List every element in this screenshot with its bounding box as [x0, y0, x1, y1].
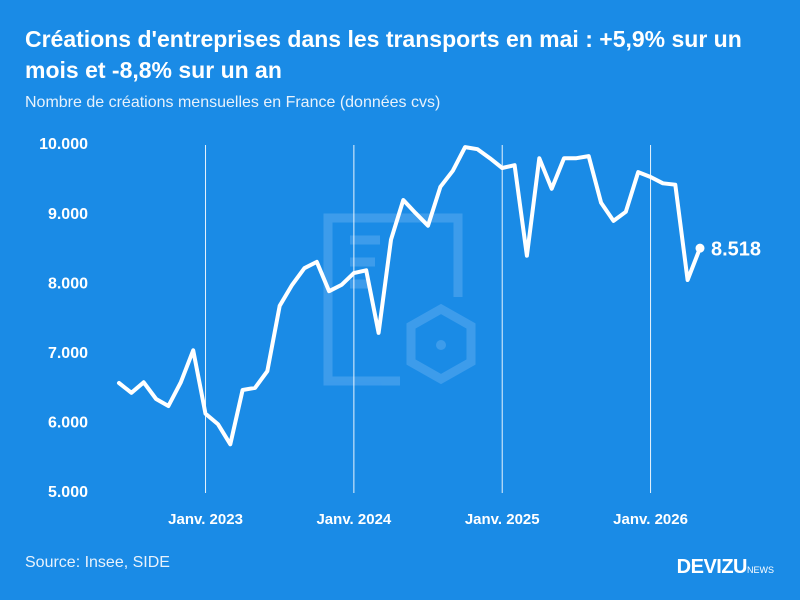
brand-name: DEVIZU: [676, 556, 748, 578]
y-tick-label: 8.000: [48, 275, 88, 292]
watermark-logo: [323, 213, 476, 386]
x-tick-label: Janv. 2023: [168, 511, 243, 528]
chart-title: Créations d'entreprises dans les transpo…: [25, 26, 742, 83]
source: Source: Insee, SIDE: [25, 554, 170, 571]
y-tick-label: 9.000: [48, 206, 88, 223]
brand-suffix: NEWS: [747, 565, 774, 575]
chart-subtitle: Nombre de créations mensuelles en France…: [25, 94, 441, 111]
line: [117, 145, 702, 447]
x-tick-label: Janv. 2024: [316, 511, 391, 528]
x-tick-label: Janv. 2025: [465, 511, 540, 528]
y-tick-label: 5.000: [48, 484, 88, 501]
value-label: 8.518: [711, 238, 761, 260]
y-tick-label: 10.000: [39, 136, 88, 153]
end-point: [695, 243, 705, 253]
x-tick-label: Janv. 2026: [613, 511, 688, 528]
brand: DEVIZUNEWS: [677, 556, 774, 579]
y-tick-label: 7.000: [48, 345, 88, 362]
y-tick-label: 6.000: [48, 415, 88, 432]
